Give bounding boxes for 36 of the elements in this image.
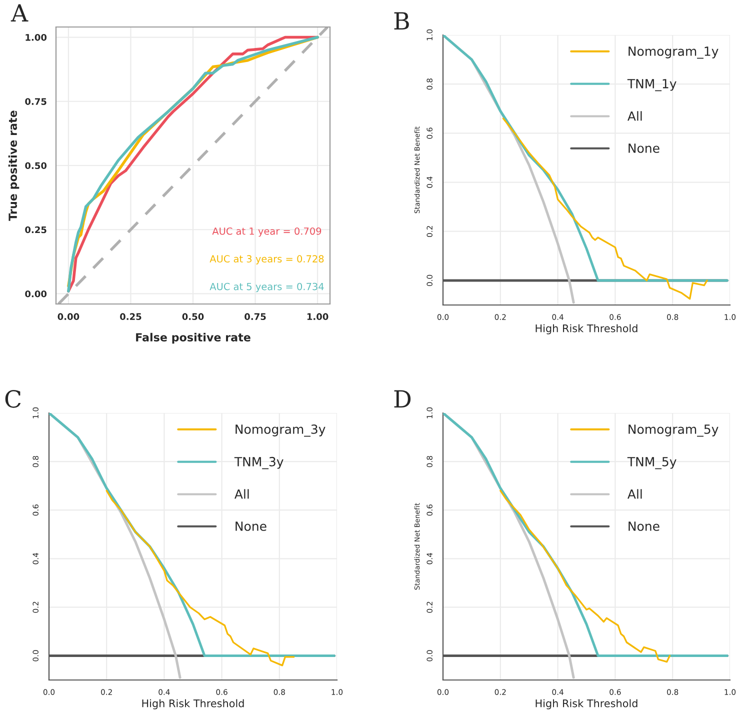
y-tick-label: 0.50 <box>25 162 47 170</box>
x-axis-title: False positive rate <box>136 332 250 344</box>
y-axis-title: True positive rate <box>8 110 20 221</box>
x-tick-label: 0.00 <box>58 313 80 320</box>
legend-label: Nomogram_3y <box>236 424 326 437</box>
x-axis-title: High Risk Threshold <box>142 699 244 710</box>
legend-label: None <box>628 522 660 531</box>
line-series <box>500 490 671 663</box>
chart-title: B <box>394 12 409 30</box>
x-axis-title: High Risk Threshold <box>536 699 638 710</box>
x-tick-label: 0.25 <box>120 313 142 320</box>
legend-label: All <box>628 489 642 499</box>
annotation: AUC at 5 years = 0.734 <box>210 282 324 292</box>
line-series <box>106 490 295 666</box>
chart-title: A <box>10 4 28 22</box>
annotation: AUC at 3 years = 0.728 <box>210 255 324 264</box>
y-tick-label: 1.00 <box>26 34 47 41</box>
chart-title: C <box>5 390 21 408</box>
legend-label: TNM_3y <box>234 456 284 470</box>
annotation: AUC at 1 year = 0.709 <box>212 227 322 237</box>
legend-label: All <box>628 111 642 121</box>
y-tick-label: 0.75 <box>25 98 46 105</box>
legend-label: None <box>236 522 266 531</box>
legend-label: All <box>234 489 249 499</box>
y-tick-label: 0.25 <box>25 226 46 234</box>
x-tick-label: 0.75 <box>244 313 266 320</box>
legend-label: Nomogram_5y <box>628 424 718 437</box>
x-tick-label: 0.50 <box>182 313 204 320</box>
x-tick-label: 1.00 <box>307 313 328 320</box>
legend-label: TNM_1y <box>627 79 676 92</box>
y-tick-label: 0.00 <box>25 290 47 298</box>
x-axis-title: High Risk Threshold <box>536 324 638 334</box>
chart-title: D <box>394 390 411 408</box>
legend-label: TNM_5y <box>627 457 676 470</box>
legend-label: None <box>628 144 660 153</box>
legend-label: Nomogram_1y <box>628 46 718 59</box>
